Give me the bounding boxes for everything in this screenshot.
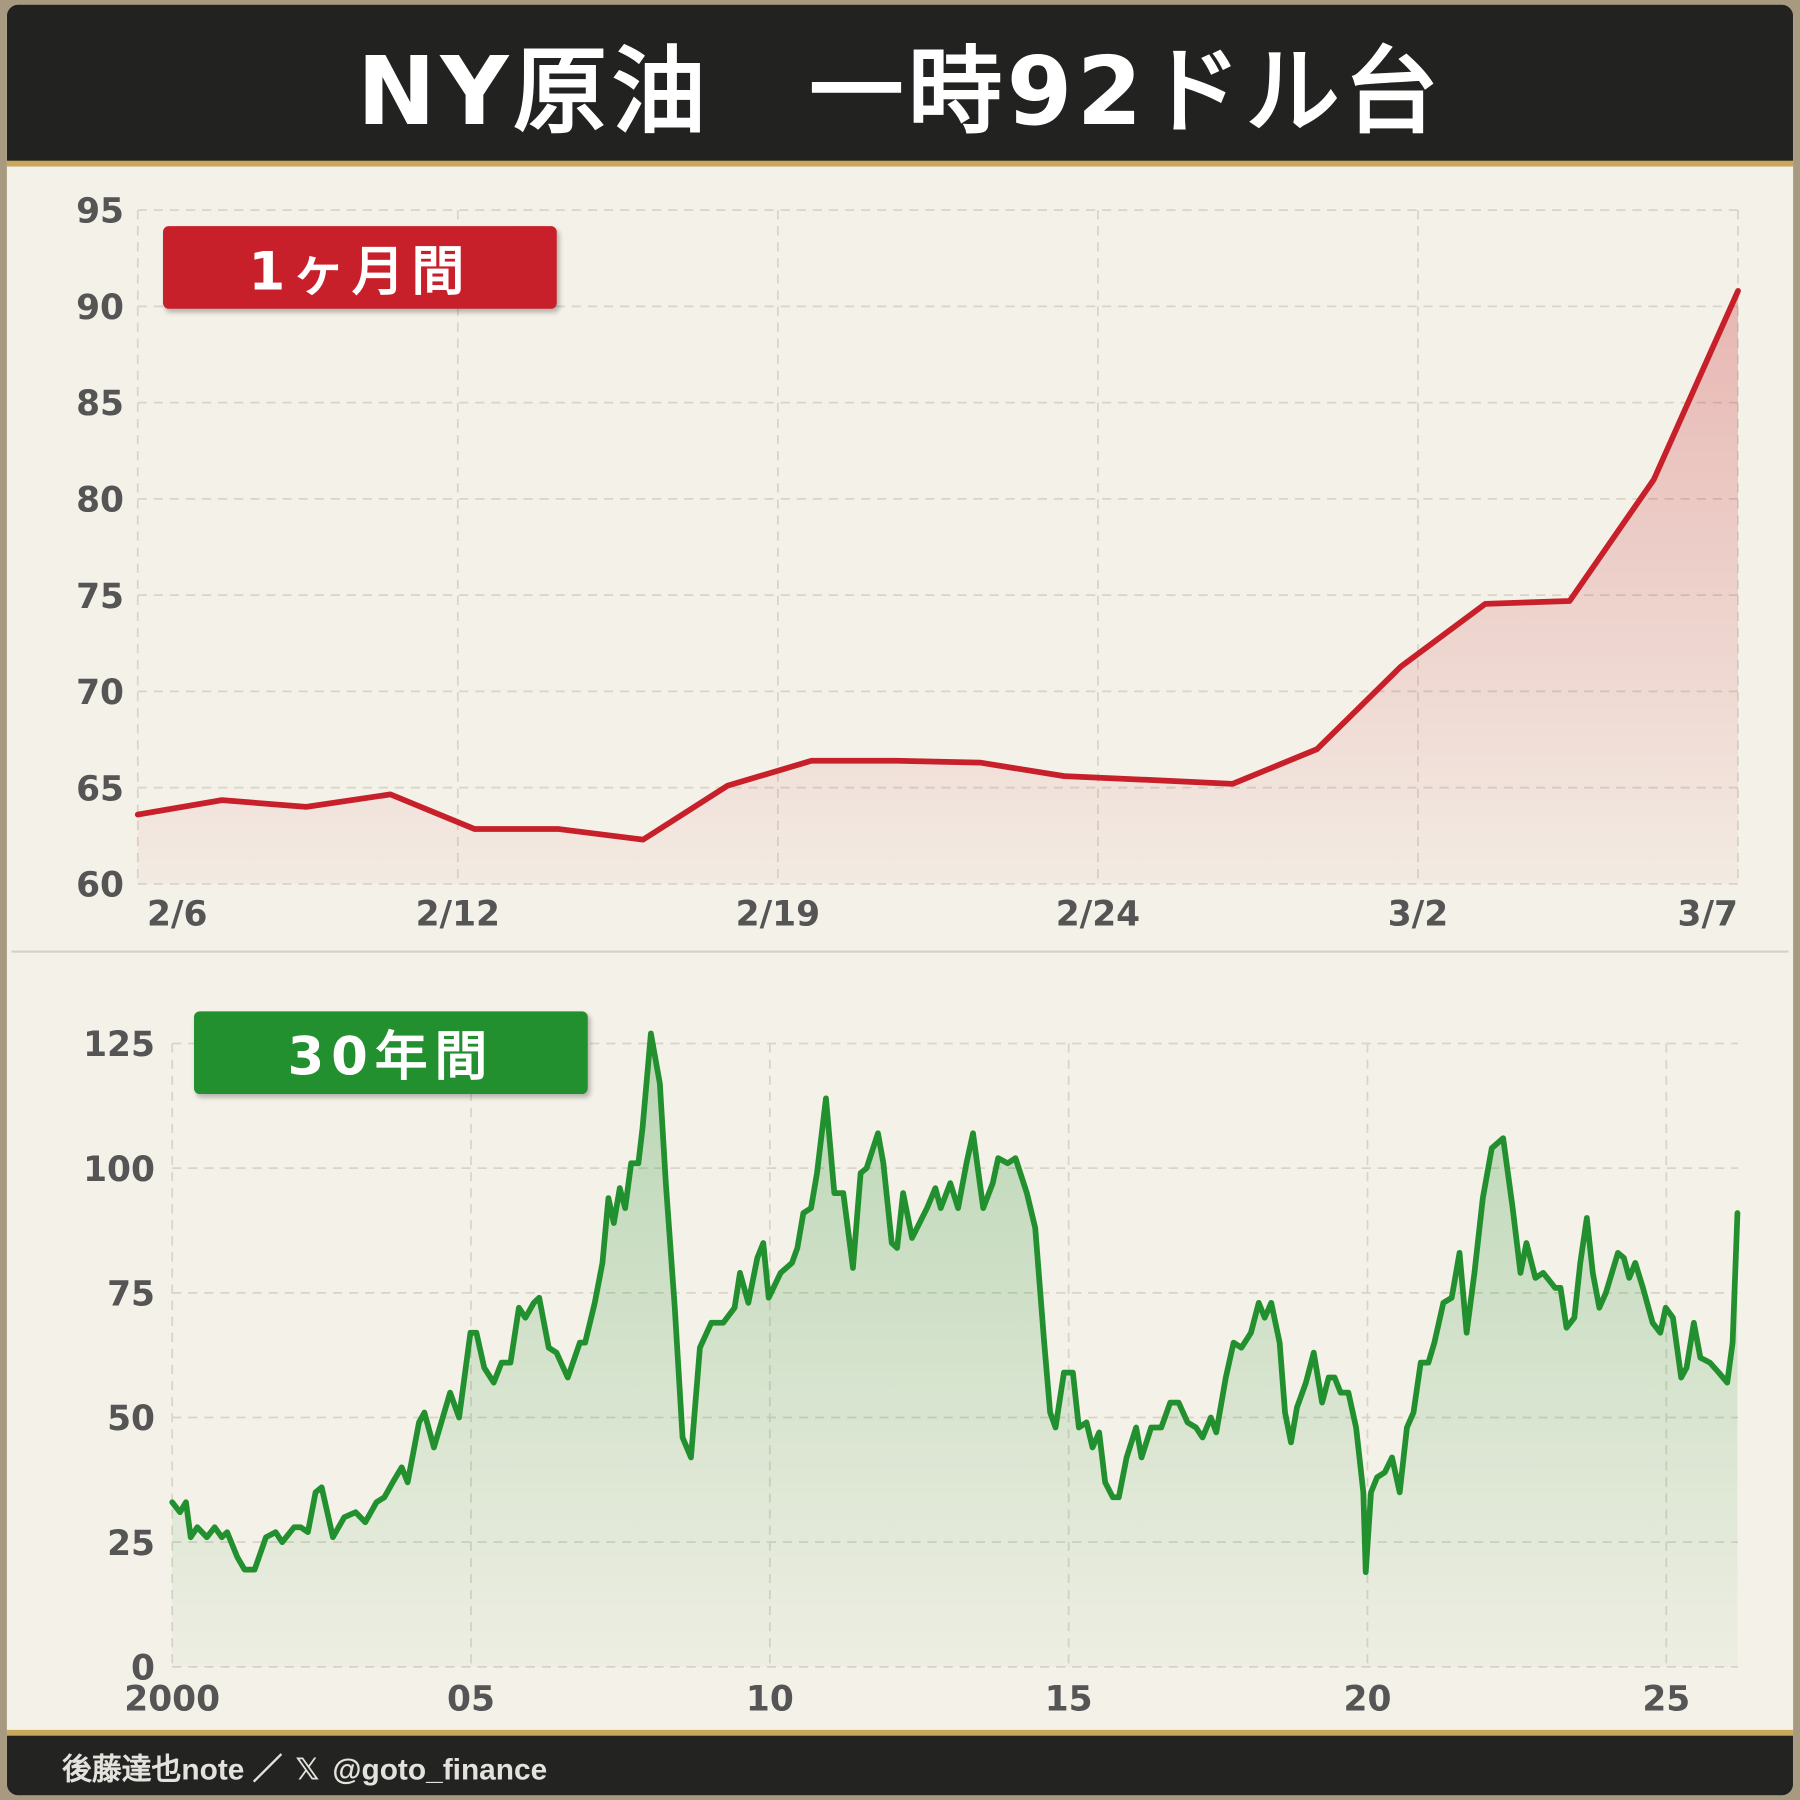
footer-credit: 後藤達也note ／ 𝕏 @goto_finance xyxy=(62,1746,547,1788)
y-tick-label: 25 xyxy=(107,1524,155,1564)
y-tick-label: 75 xyxy=(76,577,124,617)
y-tick-label: 85 xyxy=(76,384,124,424)
y-tick-label: 100 xyxy=(83,1150,155,1190)
badge-1-month: 1ヶ月間 xyxy=(163,226,557,309)
charts-svg: 60 65 70 75 80 85 90 95 2/6 2/12 2/19 2/24 3/2 3/7 0 25… xyxy=(11,192,1789,1719)
y-tick-label: 95 xyxy=(76,192,124,232)
x-tick-label: 20 xyxy=(1344,1679,1392,1719)
y-tick-label: 0 xyxy=(131,1648,155,1688)
y-tick-label: 60 xyxy=(76,866,124,906)
series-area xyxy=(172,1033,1738,1667)
x-tick-label: 10 xyxy=(746,1679,794,1719)
series-line xyxy=(169,1030,1741,1576)
card: NY原油 一時92ドル台 60 65 70 75 80 85 90 95 2/6 2/12 2/19… xyxy=(6,4,1794,1796)
x-tick-label: 25 xyxy=(1642,1679,1690,1719)
x-tick-label: 2/19 xyxy=(736,894,820,934)
x-tick-label: 2/12 xyxy=(416,894,500,934)
x-handle: @goto_finance xyxy=(332,1751,548,1787)
x-tick-label: 3/7 xyxy=(1678,894,1738,934)
x-logo-icon: 𝕏 xyxy=(295,1752,320,1788)
x-tick-label: 2000 xyxy=(124,1679,220,1719)
page-title: NY原油 一時92ドル台 xyxy=(356,37,1444,147)
x-tick-label: 2/6 xyxy=(147,894,207,934)
chart-1-month: 60 65 70 75 80 85 90 95 2/6 2/12 2/19 2/24 3/2 3/7 xyxy=(76,192,1741,934)
footer: 後藤達也note ／ 𝕏 @goto_finance xyxy=(6,1729,1794,1796)
author-label: 後藤達也note ／ xyxy=(61,1751,283,1787)
x-tick-label: 05 xyxy=(447,1679,495,1719)
y-tick-label: 75 xyxy=(107,1274,155,1314)
y-tick-label: 65 xyxy=(76,769,124,809)
y-tick-label: 125 xyxy=(83,1025,155,1065)
y-tick-label: 70 xyxy=(76,673,124,713)
header: NY原油 一時92ドル台 xyxy=(6,4,1794,167)
chart-30-years: 0 25 50 75 100 125 2000 05 10 15 20 25 xyxy=(83,1025,1741,1719)
y-tick-label: 50 xyxy=(107,1399,155,1439)
badge-30-years: 30年間 xyxy=(194,1011,588,1095)
y-tick-label: 80 xyxy=(76,480,124,520)
y-tick-label: 90 xyxy=(76,288,124,328)
series-line xyxy=(134,288,1741,843)
x-tick-label: 15 xyxy=(1045,1679,1093,1719)
series-area xyxy=(137,290,1739,884)
x-tick-label: 3/2 xyxy=(1388,894,1448,934)
x-tick-label: 2/24 xyxy=(1056,894,1140,934)
